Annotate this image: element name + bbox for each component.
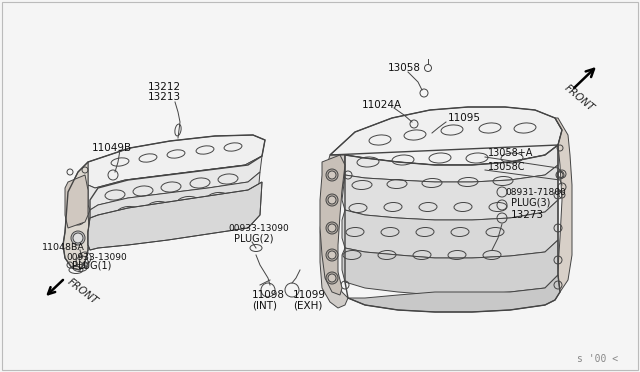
Text: 11095: 11095 bbox=[448, 113, 481, 123]
Text: PLUG(1): PLUG(1) bbox=[72, 261, 111, 271]
Text: FRONT: FRONT bbox=[562, 83, 596, 113]
Circle shape bbox=[326, 249, 338, 261]
Text: PLUG(3): PLUG(3) bbox=[511, 197, 550, 207]
Text: 08931-71800: 08931-71800 bbox=[505, 187, 566, 196]
Polygon shape bbox=[65, 175, 88, 228]
Text: (EXH): (EXH) bbox=[293, 300, 323, 310]
Circle shape bbox=[328, 274, 336, 282]
Circle shape bbox=[328, 224, 336, 232]
Text: 00933-13090: 00933-13090 bbox=[66, 253, 127, 262]
Polygon shape bbox=[63, 162, 90, 270]
Polygon shape bbox=[88, 182, 262, 250]
Circle shape bbox=[328, 171, 336, 179]
Text: 11099: 11099 bbox=[293, 290, 326, 300]
Circle shape bbox=[328, 196, 336, 204]
Polygon shape bbox=[88, 172, 260, 235]
Text: 11048BA: 11048BA bbox=[42, 243, 85, 251]
Polygon shape bbox=[330, 107, 562, 165]
Polygon shape bbox=[342, 200, 558, 258]
Text: 00933-13090: 00933-13090 bbox=[228, 224, 289, 232]
Polygon shape bbox=[88, 156, 262, 210]
Text: 11049B: 11049B bbox=[92, 143, 132, 153]
Polygon shape bbox=[342, 165, 558, 220]
Text: 13273: 13273 bbox=[511, 210, 544, 220]
Circle shape bbox=[326, 169, 338, 181]
Text: 13058C: 13058C bbox=[488, 162, 525, 172]
Circle shape bbox=[328, 251, 336, 259]
Polygon shape bbox=[555, 118, 572, 292]
Text: 13212: 13212 bbox=[148, 82, 181, 92]
Circle shape bbox=[73, 193, 83, 203]
Text: 13213: 13213 bbox=[148, 92, 181, 102]
Circle shape bbox=[326, 222, 338, 234]
Polygon shape bbox=[342, 240, 558, 295]
Text: 11098: 11098 bbox=[252, 290, 285, 300]
Text: 13058: 13058 bbox=[388, 63, 421, 73]
Polygon shape bbox=[320, 155, 348, 308]
Polygon shape bbox=[348, 275, 560, 312]
Polygon shape bbox=[88, 135, 265, 188]
Text: 11024A: 11024A bbox=[362, 100, 402, 110]
Text: (INT): (INT) bbox=[252, 300, 277, 310]
Text: PLUG(2): PLUG(2) bbox=[234, 233, 273, 243]
Circle shape bbox=[326, 194, 338, 206]
Text: 13058+A: 13058+A bbox=[488, 148, 533, 158]
Circle shape bbox=[71, 231, 85, 245]
Circle shape bbox=[326, 272, 338, 284]
Text: s '00 <: s '00 < bbox=[577, 354, 618, 364]
Text: FRONT: FRONT bbox=[65, 277, 99, 307]
Circle shape bbox=[73, 213, 83, 223]
Polygon shape bbox=[320, 155, 345, 295]
Circle shape bbox=[71, 211, 85, 225]
Circle shape bbox=[73, 233, 83, 243]
Polygon shape bbox=[345, 145, 558, 182]
Circle shape bbox=[71, 191, 85, 205]
